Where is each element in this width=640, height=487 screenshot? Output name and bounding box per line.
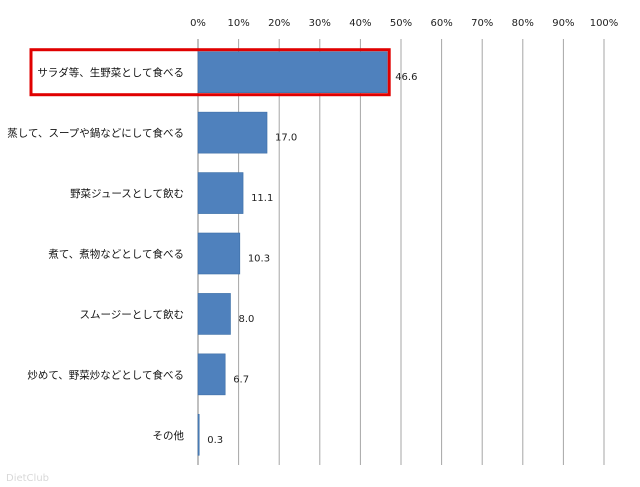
value-label: 10.3 [248,254,270,265]
value-label: 6.7 [233,374,249,385]
x-tick-label: 30% [309,18,331,29]
bar [197,413,200,456]
bar [197,172,244,214]
x-tick-label: 100% [590,18,619,29]
x-axis-ticks: 0% 10% 20% 30% 40% 50% 60% 70% 80% 90% 100% [190,18,618,29]
x-tick-label: 70% [471,18,493,29]
bar [197,293,231,335]
x-tick-label: 50% [390,18,412,29]
value-labels: 46.6 17.0 11.1 10.3 8.0 6.7 0.3 [207,72,417,446]
bar [197,111,268,154]
value-label: 8.0 [238,314,254,325]
value-label: 11.1 [251,193,273,204]
category-label: スムージーとして飲む [80,308,184,321]
category-label: サラダ等、生野菜として食べる [37,66,184,79]
bar [197,51,388,94]
highlight-box [29,48,391,97]
category-label: 炒めて、野菜炒などとして食べる [27,368,184,381]
x-tick-label: 40% [349,18,371,29]
x-tick-label: 20% [268,18,290,29]
x-tick-label: 60% [430,18,452,29]
bars [197,51,388,456]
category-label: その他 [153,429,185,442]
category-label: 煮て、煮物などとして食べる [48,248,184,261]
x-tick-label: 10% [227,18,249,29]
category-label: 蒸して、スープや鍋などにして食べる [7,127,184,140]
watermark: DietClub [6,473,49,484]
x-tick-label: 90% [552,18,574,29]
bar [197,353,226,396]
x-tick-label: 0% [190,18,206,29]
grid-lines [238,39,605,465]
bar [197,232,241,275]
x-tick-label: 80% [512,18,534,29]
value-label: 46.6 [395,72,417,83]
value-label: 0.3 [207,435,223,446]
category-labels: サラダ等、生野菜として食べる蒸して、スープや鍋などにして食べる野菜ジュースとして… [7,66,184,442]
category-label: 野菜ジュースとして飲む [70,187,184,200]
value-label: 17.0 [275,133,297,144]
